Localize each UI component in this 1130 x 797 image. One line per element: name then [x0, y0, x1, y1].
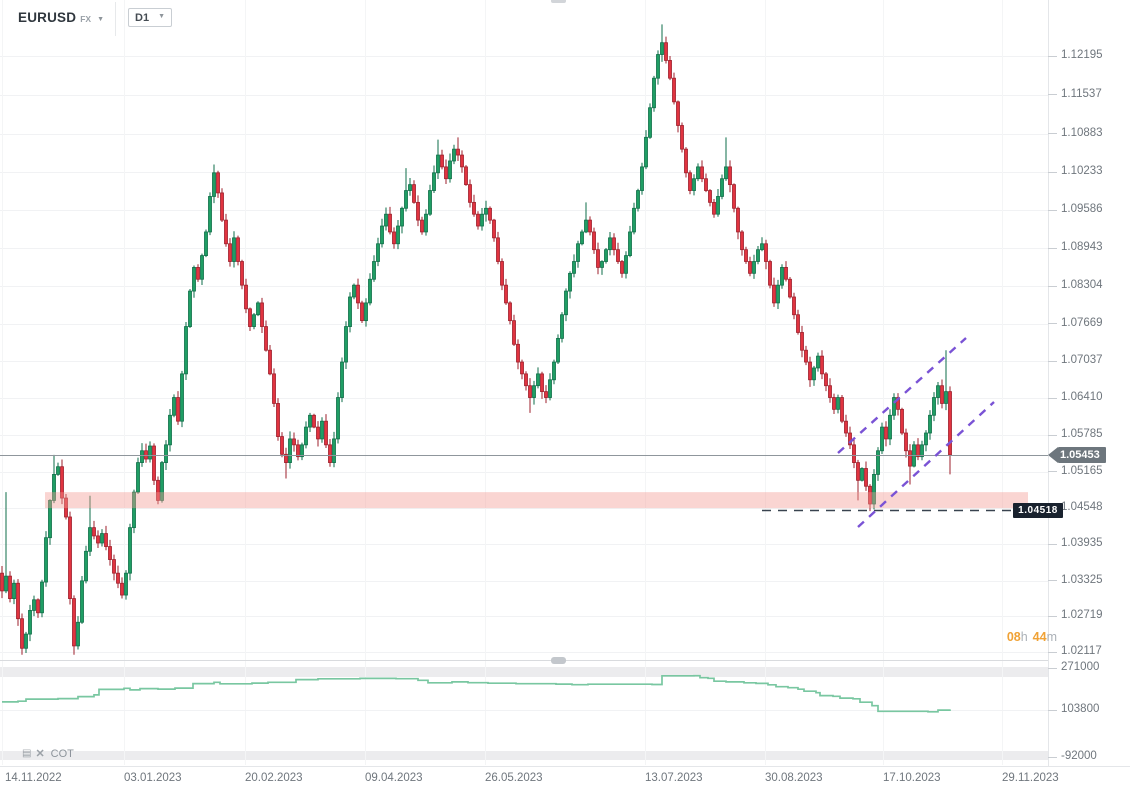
current-price-value: 1.05453 [1058, 446, 1106, 463]
indicator-axis-tick [1048, 756, 1057, 758]
price-axis-label: 1.11537 [1061, 87, 1102, 100]
current-price-arrow [1048, 446, 1058, 463]
time-axis-label: 13.07.2023 [645, 772, 703, 784]
time-axis-label: 20.02.2023 [245, 772, 303, 784]
chart-resize-handle-top[interactable] [551, 0, 566, 3]
toolbar-divider [115, 2, 116, 36]
indicator-name-label: COT [50, 748, 74, 760]
price-axis-tick [1048, 615, 1057, 617]
time-axis-label: 26.05.2023 [485, 772, 543, 784]
price-axis-label: 1.10883 [1061, 126, 1103, 139]
price-axis-label: 1.02117 [1061, 645, 1102, 657]
indicator-axis-tick [1048, 667, 1057, 669]
price-axis-label: 1.09586 [1061, 203, 1103, 216]
time-axis-label: 03.01.2023 [124, 772, 182, 784]
price-axis-tick [1048, 133, 1057, 135]
price-axis-tick [1048, 397, 1057, 399]
price-axis-tick [1048, 94, 1057, 96]
chevron-down-icon: ▼ [158, 13, 165, 20]
indicator-controls: ▤ ✕ COT [22, 747, 74, 761]
grid [0, 0, 1048, 660]
indicator-settings-icon[interactable]: ▤ [22, 748, 32, 759]
price-axis-label: 1.04548 [1061, 501, 1103, 514]
price-axis-tick [1048, 434, 1057, 436]
time-axis-label: 17.10.2023 [883, 772, 941, 784]
support-zone[interactable] [45, 492, 1028, 509]
timeframe-selector[interactable]: D1 ▼ [128, 8, 172, 27]
cot-line [2, 674, 951, 713]
current-price-badge: 1.05453 [1048, 446, 1106, 463]
trendline-lower[interactable] [857, 401, 995, 528]
indicator-axis-label: 271000 [1061, 661, 1100, 673]
price-axis-label: 1.03935 [1061, 537, 1103, 550]
price-axis-tick [1048, 247, 1057, 249]
price-axis-tick [1048, 580, 1057, 582]
timeframe-label: D1 [135, 11, 150, 24]
price-axis-label: 1.03325 [1061, 573, 1103, 586]
countdown-minutes: 44 [1032, 630, 1047, 644]
indicator-chart[interactable] [0, 661, 1048, 765]
price-axis-tick [1048, 323, 1057, 325]
price-axis-label: 1.08304 [1061, 279, 1103, 292]
price-axis-tick [1048, 55, 1057, 57]
candle-countdown: 08h 44m [980, 630, 1062, 644]
countdown-hours-unit: h [1020, 630, 1028, 644]
indicator-axis-tick [1048, 709, 1057, 711]
time-axis-label: 29.11.2023 [1002, 772, 1059, 784]
price-axis-tick [1048, 471, 1057, 473]
price-axis-tick [1048, 543, 1057, 545]
chevron-down-icon: ▼ [97, 16, 105, 23]
price-axis-label: 1.10233 [1061, 165, 1103, 178]
price-axis-tick [1048, 360, 1057, 362]
candles [0, 24, 952, 655]
indicator-zone [0, 751, 1048, 760]
alert-price-label[interactable]: 1.04518 [1013, 503, 1063, 518]
price-axis-label: 1.08943 [1061, 241, 1103, 254]
time-axis-label: 30.08.2023 [765, 772, 823, 784]
price-axis-label: 1.06410 [1061, 391, 1103, 404]
countdown-minutes-unit: m [1046, 630, 1057, 644]
price-axis-label: 1.07037 [1061, 354, 1103, 367]
time-axis[interactable]: 14.11.2022 03.01.2023 20.02.2023 09.04.2023… [0, 766, 1130, 797]
price-axis-tick [1048, 209, 1057, 211]
price-axis-tick [1048, 651, 1057, 653]
candlestick-chart[interactable] [0, 0, 1048, 660]
price-axis-tick [1048, 171, 1057, 173]
symbol-selector[interactable]: EURUSD FX ▼ [18, 10, 104, 25]
price-axis-label: 1.05785 [1061, 428, 1103, 441]
price-axis[interactable]: 1.12195 1.11537 1.10883 1.10233 1.09586 1.089… [1048, 0, 1130, 766]
indicator-close-icon[interactable]: ✕ [35, 748, 45, 760]
market-badge: FX [80, 14, 92, 24]
time-axis-label: 14.11.2022 [5, 772, 62, 784]
panel-divider-handle[interactable] [551, 657, 566, 664]
countdown-hours: 08 [1006, 630, 1021, 644]
indicator-zone [0, 667, 1048, 677]
price-axis-label: 1.02719 [1061, 609, 1103, 622]
price-axis-label: 1.07669 [1061, 316, 1103, 329]
price-axis-tick [1048, 285, 1057, 287]
price-axis-label: 1.05165 [1061, 464, 1103, 477]
indicator-axis-label: 103800 [1061, 703, 1100, 715]
panel-divider [0, 660, 1048, 661]
price-axis-label: 1.12195 [1061, 49, 1103, 61]
main-toolbar: EURUSD FX ▼ D1 ▼ [0, 0, 400, 38]
time-axis-label: 09.04.2023 [365, 772, 423, 784]
indicator-axis-label: -92000 [1061, 750, 1097, 762]
symbol-label: EURUSD [18, 10, 77, 25]
